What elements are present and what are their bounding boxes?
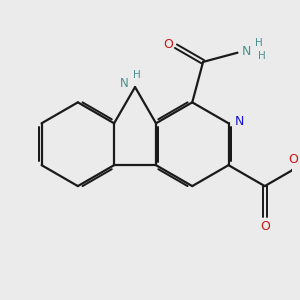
Text: H: H bbox=[255, 38, 263, 48]
Text: N: N bbox=[242, 45, 251, 58]
Text: O: O bbox=[260, 220, 270, 233]
Text: O: O bbox=[163, 38, 173, 51]
Text: H: H bbox=[258, 51, 266, 61]
Text: H: H bbox=[133, 70, 140, 80]
Text: O: O bbox=[289, 153, 298, 166]
Text: N: N bbox=[120, 77, 129, 90]
Text: N: N bbox=[235, 115, 244, 128]
